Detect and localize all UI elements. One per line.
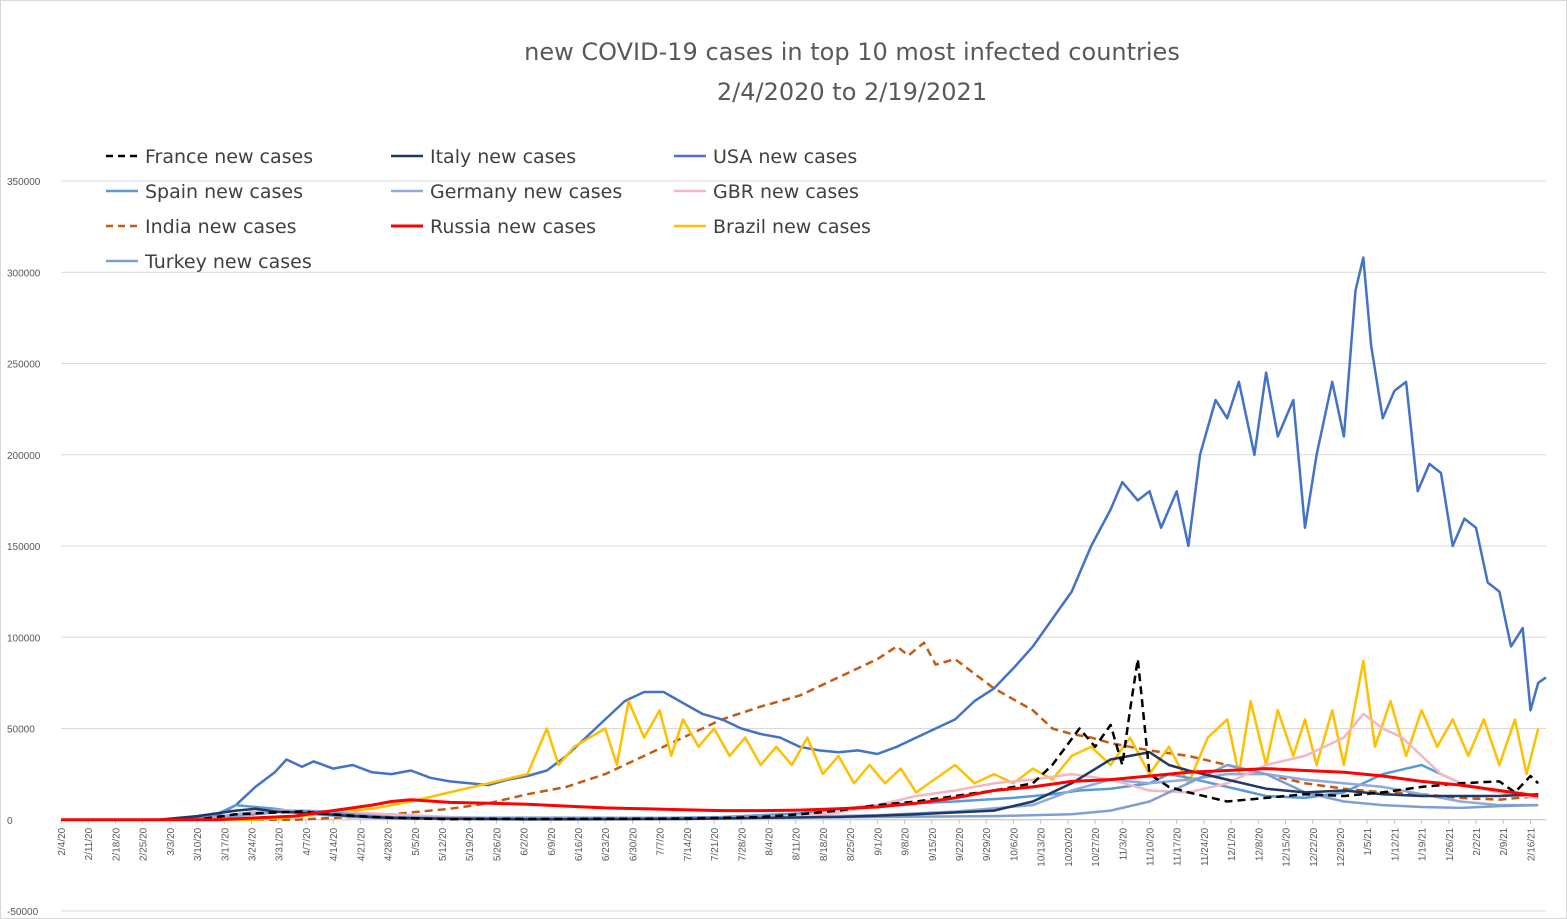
x-tick-label: 11/24/20 [1200, 827, 1211, 866]
series-line-turkey-new-cases [61, 763, 1539, 822]
x-tick-label: 3/31/20 [275, 827, 286, 861]
y-tick-label: 300000 [7, 268, 41, 279]
x-tick-label: 3/17/20 [220, 827, 231, 861]
x-tick-label: 8/25/20 [846, 827, 857, 861]
series-line-brazil-new-cases [61, 659, 1540, 822]
x-tick-label: 12/8/20 [1254, 827, 1265, 861]
legend-label: Russia new cases [430, 216, 596, 238]
x-tick-label: 9/22/20 [955, 827, 966, 861]
legend-label: GBR new cases [713, 181, 859, 203]
x-tick-label: 10/6/20 [1009, 827, 1020, 861]
x-tick-label: 10/20/20 [1064, 827, 1075, 866]
x-tick-label: 1/26/21 [1445, 827, 1456, 861]
x-tick-label: 2/2/21 [1472, 827, 1483, 855]
x-tick-label: 8/4/20 [765, 827, 776, 855]
legend-label: Turkey new cases [144, 251, 312, 273]
y-tick-label: 0 [7, 816, 13, 827]
y-tick-label: 100000 [7, 633, 41, 644]
x-tick-label: 5/19/20 [465, 827, 476, 861]
y-tick-label: 250000 [7, 360, 41, 371]
x-tick-label: 6/30/20 [628, 827, 639, 861]
x-tick-label: 5/26/20 [492, 827, 503, 861]
y-tick-label: 350000 [7, 177, 41, 188]
x-tick-label: 4/28/20 [384, 827, 395, 861]
x-tick-label: 11/10/20 [1145, 827, 1156, 866]
x-tick-label: 5/12/20 [438, 827, 449, 861]
x-tick-label: 3/10/20 [193, 827, 204, 861]
series-line-france-new-cases [60, 657, 1540, 822]
legend-label: Italy new cases [430, 146, 576, 168]
legend-label: Germany new cases [430, 181, 622, 203]
x-tick-label: 1/5/21 [1363, 827, 1374, 855]
x-tick-label: 11/3/20 [1118, 827, 1129, 860]
x-tick-label: 2/11/20 [84, 827, 95, 860]
x-tick-label: 2/18/20 [111, 827, 122, 861]
gridlines [61, 180, 1546, 912]
chart-title: new COVID-19 cases in top 10 most infect… [524, 38, 1180, 66]
series-lines [60, 256, 1547, 822]
x-tick-label: 1/19/21 [1418, 827, 1429, 861]
series-line-russia-new-cases [61, 767, 1539, 822]
legend-label: India new cases [145, 216, 297, 238]
x-tick-label: 10/13/20 [1037, 827, 1048, 866]
series-line-usa-new-cases [61, 256, 1547, 822]
y-tick-label: 150000 [7, 542, 41, 553]
x-tick-label: 3/3/20 [166, 827, 177, 855]
y-axis: -50000 0 50000 100000 150000 200000 250000 3000… [7, 177, 41, 918]
x-tick-label: 8/11/20 [792, 827, 803, 860]
x-tick-label: 12/15/20 [1282, 827, 1293, 866]
x-tick-label: 9/1/20 [873, 827, 884, 855]
x-axis: 2/4/20 2/11/20 2/18/20 2/25/20 3/3/20 3/10/20… [57, 819, 1537, 867]
x-tick-label: 9/15/20 [928, 827, 939, 861]
legend-label: France new cases [145, 146, 313, 168]
x-tick-label: 3/24/20 [247, 827, 258, 861]
y-tick-label: 200000 [7, 451, 41, 462]
x-tick-label: 5/5/20 [411, 827, 422, 855]
x-tick-label: 4/14/20 [329, 827, 340, 861]
x-tick-label: 2/4/20 [57, 827, 68, 855]
x-tick-label: 6/9/20 [547, 827, 558, 855]
legend-label: Spain new cases [145, 181, 303, 203]
x-tick-label: 4/21/20 [356, 827, 367, 861]
legend: France new cases Italy new cases USA new c… [106, 146, 871, 273]
x-tick-label: 7/28/20 [737, 827, 748, 861]
x-tick-label: 11/17/20 [1173, 827, 1184, 866]
x-tick-label: 9/8/20 [901, 827, 912, 855]
series-line-gbr-new-cases [61, 712, 1539, 822]
x-tick-label: 9/29/20 [982, 827, 993, 861]
legend-label: USA new cases [713, 146, 857, 168]
x-tick-label: 7/7/20 [656, 827, 667, 855]
x-tick-label: 12/29/20 [1336, 827, 1347, 866]
legend-label: Brazil new cases [713, 216, 871, 238]
x-tick-label: 4/7/20 [302, 827, 313, 855]
x-tick-label: 12/1/20 [1227, 827, 1238, 861]
x-tick-label: 12/22/20 [1309, 827, 1320, 866]
x-tick-label: 6/23/20 [601, 827, 612, 861]
x-tick-label: 2/16/21 [1526, 827, 1537, 861]
x-tick-label: 10/27/20 [1091, 827, 1102, 866]
x-tick-label: 2/9/21 [1499, 827, 1510, 855]
y-tick-label: -50000 [7, 907, 39, 918]
x-tick-label: 8/18/20 [819, 827, 830, 861]
x-tick-label: 1/12/21 [1390, 827, 1401, 861]
x-tick-label: 2/25/20 [139, 827, 150, 861]
series-line-india-new-cases [61, 641, 1539, 822]
chart-subtitle: 2/4/2020 to 2/19/2021 [717, 78, 987, 106]
x-tick-label: 6/2/20 [520, 827, 531, 855]
x-tick-label: 7/14/20 [683, 827, 694, 861]
x-tick-label: 7/21/20 [710, 827, 721, 861]
x-tick-label: 6/16/20 [574, 827, 585, 861]
y-tick-label: 50000 [7, 725, 35, 736]
